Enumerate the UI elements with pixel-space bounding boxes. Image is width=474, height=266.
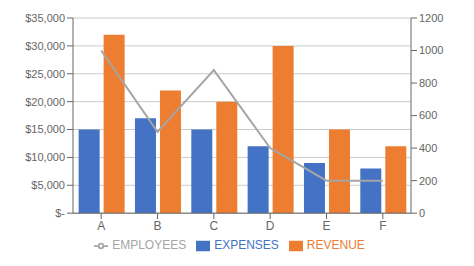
svg-text:B: B: [153, 219, 161, 233]
svg-text:F: F: [379, 219, 386, 233]
svg-text:$15,000: $15,000: [25, 123, 65, 135]
svg-text:A: A: [97, 219, 105, 233]
svg-text:0: 0: [419, 207, 425, 219]
svg-text:1200: 1200: [419, 12, 443, 24]
svg-text:800: 800: [419, 77, 437, 89]
svg-text:$25,000: $25,000: [25, 68, 65, 80]
svg-text:C: C: [209, 219, 218, 233]
svg-text:$5,000: $5,000: [31, 179, 65, 191]
html-text:REVENUE: REVENUE: [306, 238, 365, 253]
svg-text:200: 200: [419, 175, 437, 187]
svg-text:600: 600: [419, 109, 437, 121]
svg-text:$10,000: $10,000: [25, 151, 65, 163]
svg-text:$35,000: $35,000: [25, 12, 65, 24]
svg-text:D: D: [266, 219, 275, 233]
html-text:EXPENSES: EXPENSES: [214, 238, 279, 253]
svg-text:400: 400: [419, 142, 437, 154]
html-text:EMPLOYEES: EMPLOYEES: [112, 238, 187, 253]
svg-text:$20,000: $20,000: [25, 96, 65, 108]
svg-text:E: E: [322, 219, 330, 233]
svg-text:1000: 1000: [419, 44, 443, 56]
svg-text:$30,000: $30,000: [25, 40, 65, 52]
svg-text:$-: $-: [55, 207, 65, 219]
